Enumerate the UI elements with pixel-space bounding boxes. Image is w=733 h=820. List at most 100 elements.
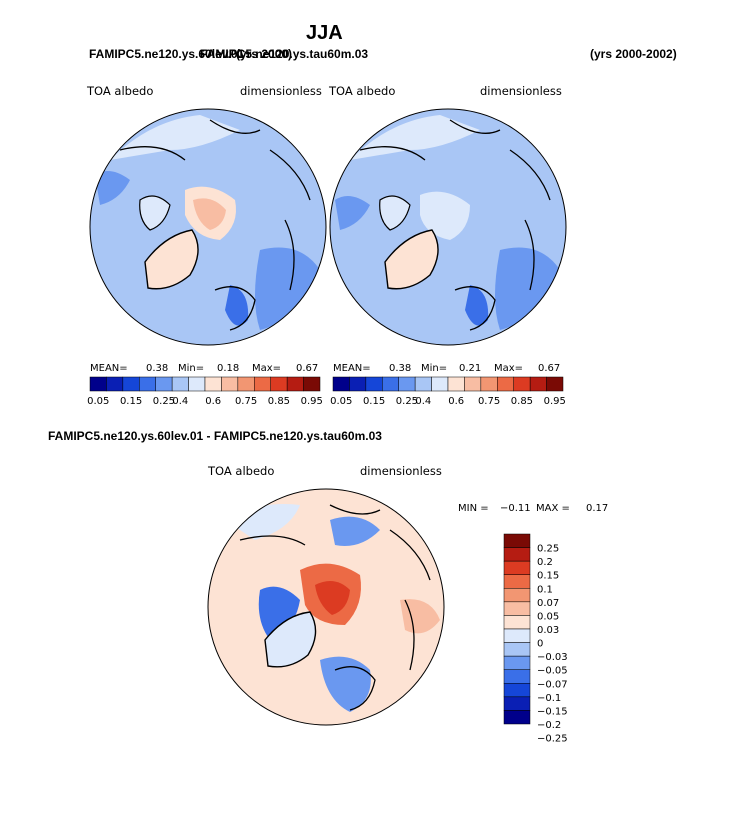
diff-map-coastlines: [239, 504, 431, 671]
season-title: JJA: [306, 22, 343, 44]
right-min-value: 0.21: [459, 363, 482, 374]
diff-colorbar-tick: −0.1: [537, 693, 561, 704]
right-colorbar-swatch: [332, 376, 350, 392]
diff-colorbar-swatch: [503, 710, 531, 725]
right-colorbar-swatch: [414, 376, 432, 392]
diff-max-label: MAX =: [536, 503, 570, 514]
left-colorbar-swatch: [122, 376, 140, 392]
right-units-label: dimensionless: [480, 84, 562, 98]
right-colorbar-swatch: [464, 376, 482, 392]
right-colorbar-tick: 0.4: [415, 396, 431, 407]
left-colorbar-tick: 0.75: [235, 396, 257, 407]
diff-max-value: 0.17: [586, 503, 609, 514]
diff-colorbar-tick: 0.25: [537, 544, 559, 555]
right-min-label: Min=: [421, 363, 448, 374]
left-colorbar-swatch: [237, 376, 255, 392]
left-map-region-light: [110, 115, 240, 160]
diff-colorbar-swatch: [503, 601, 531, 616]
left-colorbar-swatch: [286, 376, 304, 392]
diff-colorbar-tick: −0.03: [537, 652, 568, 663]
diff-colorbar-swatch: [503, 696, 531, 711]
left-colorbar-swatch: [270, 376, 288, 392]
right-colorbar-swatch: [398, 376, 416, 392]
diff-map-salmon-patch: [400, 599, 440, 634]
right-map-greenland: [384, 229, 439, 290]
left-map-greenland: [144, 229, 199, 290]
right-map-region-blue: [335, 196, 370, 230]
left-min-value: 0.18: [217, 363, 240, 374]
diff-colorbar-tick: −0.05: [537, 666, 568, 677]
colorbars: 0.05 0.15 0.250.4 0.6 0.75 0.85 0.95 0.05 0.15 0.…: [87, 376, 568, 745]
left-colorbar-tick: 0.6: [205, 396, 221, 407]
left-colorbar-tick: 0.15: [120, 396, 142, 407]
left-colorbar-tick: 0.25: [153, 396, 175, 407]
diff-map-blue-patch: [330, 516, 380, 546]
right-colorbar-tick: 0.6: [448, 396, 464, 407]
diff-colorbar-tick: 0.2: [537, 557, 553, 568]
right-colorbar-swatch: [529, 376, 547, 392]
right-colorbar-swatch: [480, 376, 498, 392]
right-colorbar-tick: 0.25: [396, 396, 418, 407]
right-variable-label: TOA albedo: [329, 84, 396, 98]
left-map-border: [89, 108, 327, 346]
left-mean-label: MEAN=: [90, 363, 128, 374]
diff-colorbar-swatch: [503, 574, 531, 589]
left-colorbar-tick: 0.4: [172, 396, 188, 407]
right-colorbar-tick: 0.85: [511, 396, 533, 407]
diff-colorbar-swatch: [503, 628, 531, 643]
right-map-scandinavia-blue: [465, 285, 489, 326]
right-map-region-blue2: [495, 247, 560, 330]
left-colorbar-swatch: [139, 376, 156, 392]
right-max-label: Max=: [494, 363, 524, 374]
diff-colorbar-tick: 0.07: [537, 598, 559, 609]
diff-colorbar-tick: −0.2: [537, 720, 561, 731]
left-units-label: dimensionless: [240, 84, 322, 98]
right-colorbar-tick: 0.95: [544, 396, 566, 407]
right-colorbar-swatch: [349, 376, 367, 392]
diff-colorbar-swatch: [503, 683, 531, 698]
right-colorbar-tick: 0.15: [363, 396, 385, 407]
right-map-coastlines: [359, 119, 551, 291]
diff-map-border: [207, 488, 445, 726]
left-colorbar-swatch: [188, 376, 206, 392]
right-polar-map: [329, 108, 567, 346]
left-max-label: Max=: [252, 363, 282, 374]
left-map-scandinavia-blue: [225, 285, 249, 326]
right-colorbar-swatch: [447, 376, 465, 392]
diff-variable-label: TOA albedo: [208, 464, 275, 478]
diff-colorbar-tick: 0.05: [537, 611, 559, 622]
left-colorbar-swatch: [106, 376, 124, 392]
diff-colorbar-tick: 0.15: [537, 571, 559, 582]
diff-units-label: dimensionless: [360, 464, 442, 478]
right-mean-value: 0.38: [389, 363, 412, 374]
left-max-value: 0.67: [296, 363, 319, 374]
diff-map-red-center: [315, 581, 350, 615]
diff-colorbar-swatch: [503, 547, 531, 562]
left-colorbar-tick: 0.95: [301, 396, 323, 407]
diff-map-blue-archipelago: [258, 586, 300, 640]
diff-map-blue-europe: [320, 656, 371, 712]
right-colorbar-tick: 0.05: [330, 396, 352, 407]
diff-colorbar-swatch: [503, 560, 531, 575]
left-map-region-blue2: [255, 247, 320, 330]
left-colorbar-tick: 0.05: [87, 396, 109, 407]
left-colorbar-swatch: [303, 376, 321, 392]
diff-min-value: −0.11: [500, 503, 531, 514]
diff-colorbar-tick: 0.1: [537, 584, 553, 595]
diff-colorbar-tick: 0.03: [537, 625, 559, 636]
left-colorbar-swatch: [221, 376, 239, 392]
left-map-region-blue: [95, 171, 130, 205]
case-b-years: (yrs 2000-2002): [590, 47, 677, 61]
diff-colorbar-swatch: [503, 655, 531, 670]
left-map-europe-coast: [214, 286, 256, 331]
right-colorbar-tick: 0.75: [478, 396, 500, 407]
left-colorbar-swatch: [254, 376, 271, 392]
diff-colorbar-tick: −0.25: [537, 734, 568, 745]
left-colorbar-swatch: [171, 376, 189, 392]
left-colorbar-swatch: [89, 376, 107, 392]
diff-map-europe-coast: [334, 666, 376, 711]
right-colorbar-swatch: [513, 376, 531, 392]
diff-colorbar-swatch: [503, 642, 531, 657]
left-polar-map: [89, 108, 327, 346]
